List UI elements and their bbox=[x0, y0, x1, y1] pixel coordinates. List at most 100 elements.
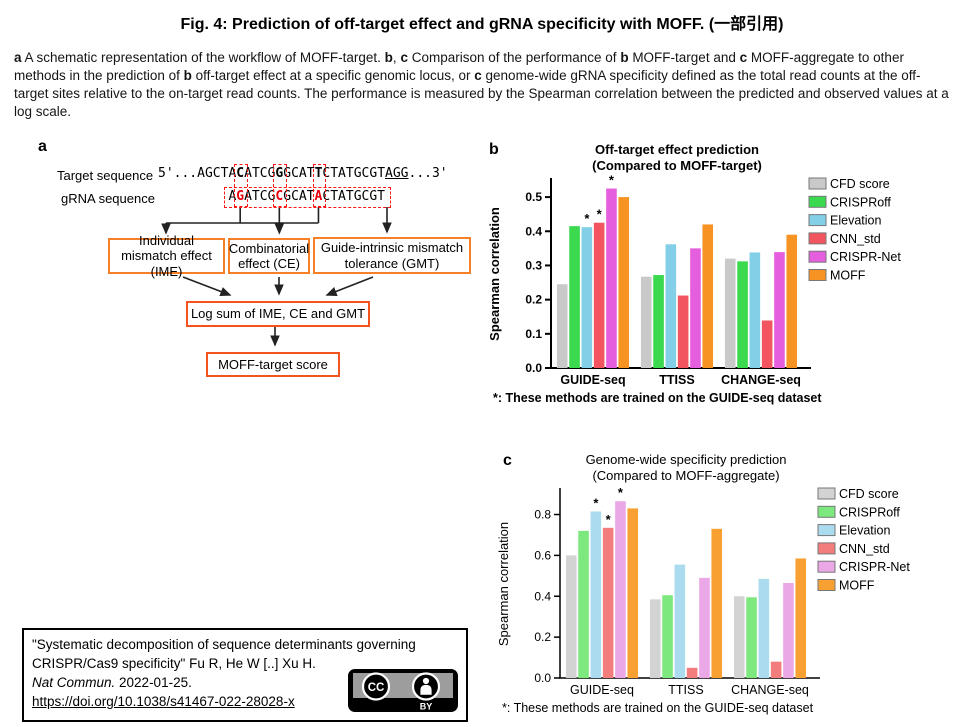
chart-subtitle: (Compared to MOFF-aggregate) bbox=[592, 468, 779, 483]
bar-CRISPRoff-TTISS bbox=[662, 595, 673, 678]
trained-asterisk: * bbox=[606, 512, 612, 527]
x-category-label: GUIDE-seq bbox=[560, 373, 625, 387]
legend-label: CRISPRoff bbox=[839, 505, 900, 519]
trained-asterisk: * bbox=[609, 173, 615, 188]
workflow-arrows bbox=[161, 207, 392, 347]
x-category-label: CHANGE-seq bbox=[721, 373, 801, 387]
person-head-icon bbox=[422, 677, 430, 685]
bar-Elevation-CHANGE-seq bbox=[758, 578, 770, 678]
bar-CRISPR-Net-GUIDE-seq bbox=[606, 188, 617, 368]
trained-asterisk: * bbox=[597, 207, 603, 222]
x-category-label: CHANGE-seq bbox=[731, 683, 809, 697]
cc-letters: CC bbox=[368, 682, 385, 694]
bar-CFD score-TTISS bbox=[649, 599, 661, 678]
bar-CFD score-CHANGE-seq bbox=[733, 596, 745, 678]
panel-b-label: b bbox=[489, 141, 499, 158]
ce-box: Combinatorial effect (CE) bbox=[228, 238, 310, 274]
bar-CFD score-GUIDE-seq bbox=[565, 555, 577, 678]
trained-asterisk: * bbox=[584, 211, 590, 226]
legend-swatch-CNN_std bbox=[808, 232, 827, 245]
bar-CNN_std-GUIDE-seq bbox=[602, 527, 614, 678]
legend-swatch-CRISPR-Net bbox=[817, 560, 836, 573]
bar-CNN_std-GUIDE-seq bbox=[593, 222, 605, 368]
citation-box: "Systematic decomposition of sequence de… bbox=[22, 628, 468, 722]
figure-caption: a A schematic representation of the work… bbox=[14, 50, 949, 119]
bar-CRISPRoff-TTISS bbox=[653, 275, 664, 368]
bar-Elevation-TTISS bbox=[665, 244, 677, 368]
legend-label: MOFF bbox=[839, 579, 875, 593]
legend-swatch-CNN_std bbox=[817, 542, 836, 555]
gmt-box: Guide-intrinsic mismatch tolerance (GMT) bbox=[313, 237, 471, 274]
trained-asterisk: * bbox=[593, 495, 599, 510]
bar-CNN_std-CHANGE-seq bbox=[770, 661, 782, 678]
bar-CFD score-GUIDE-seq bbox=[556, 284, 568, 368]
bar-MOFF-GUIDE-seq bbox=[618, 197, 630, 368]
y-tick-label: 0.3 bbox=[525, 258, 542, 272]
bar-CRISPR-Net-TTISS bbox=[690, 248, 701, 368]
logsum-box: Log sum of IME, CE and GMT bbox=[186, 301, 370, 327]
bar-Elevation-GUIDE-seq bbox=[581, 227, 593, 368]
x-category-label: GUIDE-seq bbox=[570, 683, 634, 697]
cc-by-badge-icon: CC BY bbox=[348, 669, 458, 712]
y-axis-label: Spearman correlation bbox=[496, 522, 511, 646]
y-tick-label: 0.4 bbox=[525, 224, 542, 238]
chart-c-svg: Genome-wide specificity prediction(Compa… bbox=[496, 452, 910, 715]
cc-circle-icon bbox=[361, 672, 391, 701]
legend-label: CNN_std bbox=[839, 542, 890, 556]
offtarget-effect-chart: Off-target effect prediction (Compared to… bbox=[483, 140, 963, 408]
bar-MOFF-CHANGE-seq bbox=[786, 234, 798, 368]
legend-label: Elevation bbox=[839, 524, 890, 538]
person-body-icon bbox=[420, 684, 432, 695]
moff-target-score-box: MOFF-target score bbox=[206, 352, 340, 377]
y-tick-label: 0.2 bbox=[525, 293, 542, 307]
grna-sequence-label: gRNA sequence bbox=[61, 191, 155, 206]
y-tick-label: 0.6 bbox=[534, 548, 551, 562]
legend-label: CFD score bbox=[839, 487, 899, 501]
y-tick-label: 0.0 bbox=[534, 671, 551, 685]
x-category-label: TTISS bbox=[659, 373, 694, 387]
doi-link[interactable]: https://doi.org/10.1038/s41467-022-28028… bbox=[32, 694, 295, 709]
chart-b-svg: Off-target effect prediction(Compared to… bbox=[487, 142, 901, 405]
x-category-label: TTISS bbox=[668, 683, 703, 697]
bar-CRISPRoff-CHANGE-seq bbox=[746, 597, 757, 678]
panel-a-schematic: Target sequence gRNA sequence 5'...AGCTA… bbox=[28, 135, 480, 393]
figure-title: Fig. 4: Prediction of off-target effect … bbox=[180, 16, 784, 33]
trained-asterisk: * bbox=[618, 485, 624, 500]
ime-box: Individual mismatch effect (IME) bbox=[108, 233, 225, 279]
legend-swatch-CFD score bbox=[817, 487, 836, 500]
legend-label: CNN_std bbox=[830, 232, 881, 246]
chart-title: Genome-wide specificity prediction bbox=[586, 452, 787, 467]
bar-CRISPR-Net-TTISS bbox=[699, 577, 710, 678]
bar-MOFF-GUIDE-seq bbox=[627, 508, 639, 678]
bar-MOFF-CHANGE-seq bbox=[795, 558, 807, 678]
legend-swatch-CFD score bbox=[808, 177, 827, 190]
y-tick-label: 0.5 bbox=[525, 190, 542, 204]
legend-label: CFD score bbox=[830, 177, 890, 191]
bar-CRISPR-Net-CHANGE-seq bbox=[783, 582, 794, 678]
bar-CRISPRoff-GUIDE-seq bbox=[569, 226, 580, 368]
legend-label: CRISPR-Net bbox=[830, 250, 901, 264]
chart-subtitle: (Compared to MOFF-target) bbox=[592, 158, 762, 173]
chart-footnote: *: These methods are trained on the GUID… bbox=[502, 701, 814, 715]
bar-CNN_std-CHANGE-seq bbox=[761, 320, 773, 368]
citation-title-authors: "Systematic decomposition of sequence de… bbox=[32, 637, 416, 671]
citation-journal-date: Nat Commun. 2022-01-25. bbox=[32, 675, 192, 690]
bar-CRISPRoff-CHANGE-seq bbox=[737, 261, 748, 368]
bar-MOFF-TTISS bbox=[702, 224, 714, 368]
legend-swatch-CRISPRoff bbox=[817, 505, 836, 518]
y-tick-label: 0.4 bbox=[534, 589, 551, 603]
legend-swatch-MOFF bbox=[808, 269, 827, 281]
bar-Elevation-TTISS bbox=[674, 564, 686, 678]
legend-swatch-CRISPRoff bbox=[808, 195, 827, 208]
target-sequence-label: Target sequence bbox=[57, 168, 154, 183]
legend-swatch-MOFF bbox=[817, 579, 836, 591]
y-tick-label: 0.0 bbox=[525, 361, 542, 375]
panel-c-label: c bbox=[503, 452, 512, 469]
genomewide-specificity-chart: Genome-wide specificity prediction (Compa… bbox=[492, 450, 964, 718]
legend-swatch-CRISPR-Net bbox=[808, 250, 827, 263]
bar-CFD score-TTISS bbox=[640, 276, 652, 368]
chart-footnote: *: These methods are trained on the GUID… bbox=[493, 391, 822, 405]
bar-MOFF-TTISS bbox=[711, 528, 723, 678]
bar-CRISPRoff-GUIDE-seq bbox=[578, 530, 589, 678]
